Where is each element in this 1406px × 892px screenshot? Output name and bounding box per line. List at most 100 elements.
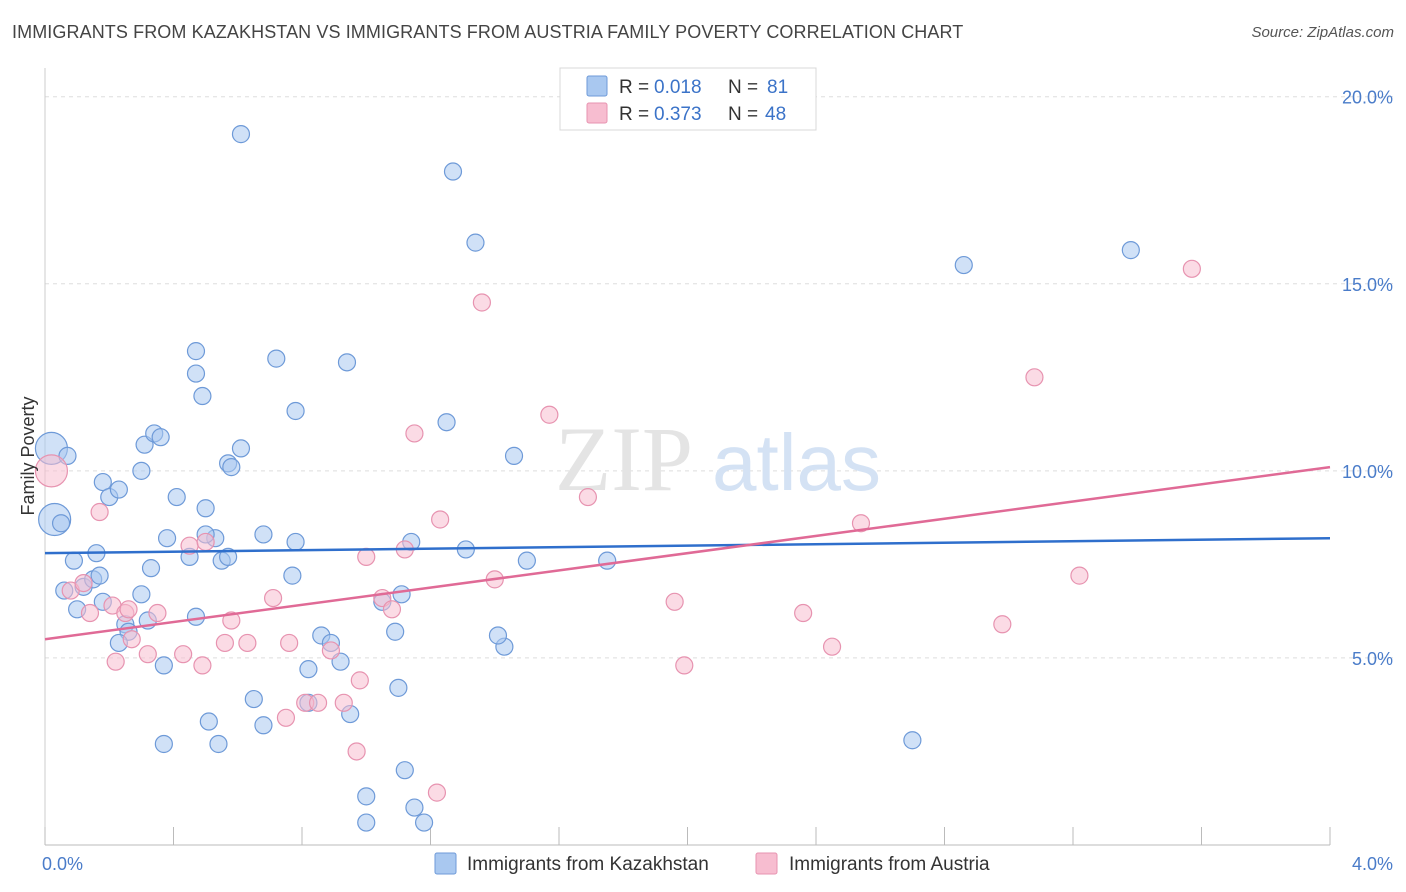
data-point [51,514,71,533]
data-point [1121,241,1140,260]
y-tick-label: 20.0% [1342,88,1393,108]
trend-lines [44,465,1331,641]
data-point [1025,368,1044,387]
data-point [186,364,206,383]
data-point [109,480,128,499]
data-point [132,585,151,604]
data-point [1182,259,1201,278]
data-point [517,551,536,570]
x-tick-labels: 0.0% 4.0% [42,854,1393,874]
data-point [186,607,206,626]
data-point [132,461,151,480]
data-point [954,255,973,275]
data-point [357,813,376,832]
data-point [299,660,318,679]
data-point [414,813,434,832]
trend-line-austria [44,465,1331,641]
data-point [395,761,414,780]
data-point [357,547,376,567]
data-point [254,716,273,735]
legend-r-label: R = [619,104,649,125]
data-point [119,600,138,619]
data-point [472,293,491,312]
data-point [74,573,93,593]
y-axis-title: Family Poverty [18,396,38,515]
legend-r-label: R = [619,77,649,98]
legend-label-kazakhstan: Immigrants from Kazakhstan [467,854,709,875]
data-point [34,454,69,488]
legend-n-value-blue: 81 [767,77,788,98]
data-point [167,487,186,507]
data-point [675,656,694,675]
data-point [347,742,366,761]
data-point [286,401,305,421]
data-point [196,532,215,552]
data-point [665,592,684,611]
data-point [308,693,328,712]
data-point [106,652,125,671]
data-point [488,626,508,645]
data-point [267,349,286,368]
data-point [1070,566,1089,585]
data-point [466,233,485,252]
y-tick-labels: 5.0% 10.0% 15.0% 20.0% [1342,88,1393,669]
series-austria-points [34,259,1201,802]
data-point [196,499,215,518]
series-legend: Immigrants from Kazakhstan Immigrants fr… [434,852,990,875]
data-point [93,472,112,492]
data-point [244,689,263,709]
grid-lines [45,96,1395,659]
data-point [222,611,241,630]
data-point [903,731,922,750]
data-point [357,787,376,806]
data-point [321,641,341,660]
data-point [280,633,299,653]
data-point [504,446,524,465]
data-point [405,798,424,817]
data-point [794,603,813,623]
data-point [199,712,218,731]
data-point [141,559,161,578]
legend-swatch-pink [586,102,608,124]
data-point [598,551,617,570]
data-point [337,353,357,372]
chart-title: IMMIGRANTS FROM KAZAKHSTAN VS IMMIGRANTS… [12,22,964,42]
data-point [286,532,305,552]
data-point [540,405,559,424]
data-point [215,633,234,653]
data-point [154,656,173,675]
data-point [334,693,353,712]
data-point [154,734,173,754]
data-point [578,487,598,507]
data-point [80,603,100,623]
data-point [231,125,251,144]
data-point [151,428,170,447]
legend-swatch-kazakhstan [434,852,457,875]
y-tick-label: 5.0% [1352,649,1393,669]
data-point [209,734,228,754]
data-point [427,783,447,802]
x-tick-label: 4.0% [1352,854,1393,874]
legend-n-label: N = [728,104,758,125]
data-point [263,588,283,608]
data-point [276,708,296,727]
data-point [851,514,871,533]
data-point [443,162,463,181]
data-point [382,600,402,619]
data-point [219,547,238,567]
y-tick-label: 10.0% [1342,462,1393,482]
data-point [822,637,842,656]
data-point [254,525,273,544]
data-point [174,645,193,664]
data-point [431,510,450,529]
trend-line-kazakhstan [44,536,1331,555]
y-tick-label: 15.0% [1342,275,1393,295]
legend-swatch-austria [755,852,778,875]
data-point [122,630,141,649]
data-point [350,671,369,690]
data-point [138,645,157,664]
data-point [386,622,405,641]
data-point [148,603,167,623]
x-tick-label: 0.0% [42,854,83,874]
